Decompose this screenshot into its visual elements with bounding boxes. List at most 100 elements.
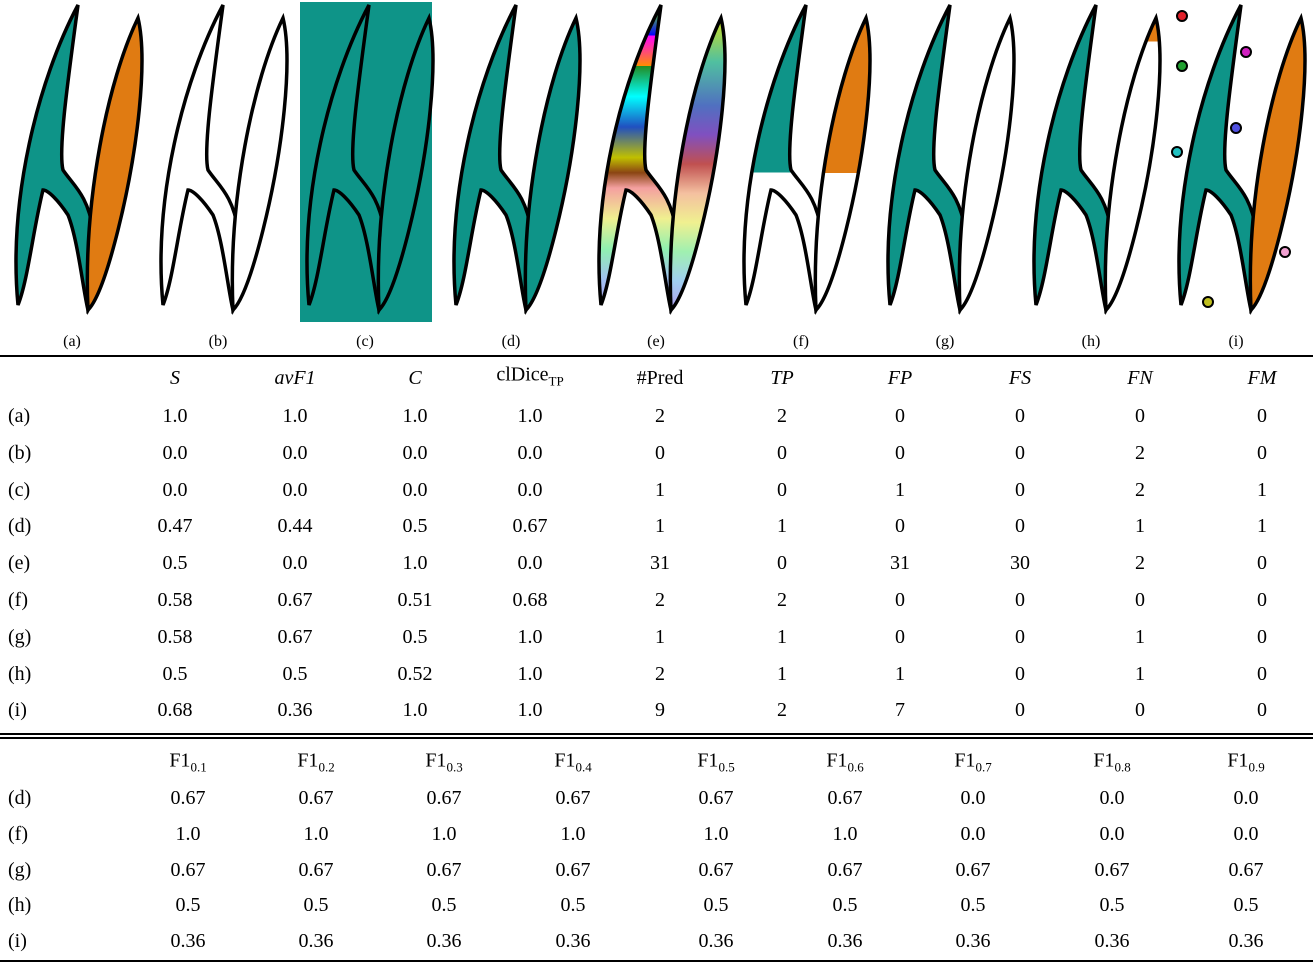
table-cell: 0.58 (157, 625, 193, 648)
row-label: (e) (8, 552, 31, 575)
header-subscript: 0.5 (718, 759, 735, 775)
panel-label: (d) (501, 333, 521, 350)
table-cell: 0.67 (827, 858, 863, 881)
column-header: FP (888, 366, 912, 390)
table-cell: 1 (895, 662, 905, 685)
column-header: F10.5 (697, 749, 734, 780)
table-cell: 0.36 (170, 930, 206, 953)
table-cell: 0 (1135, 405, 1145, 427)
table-cell: 0.5 (402, 515, 428, 538)
row-label: (c) (8, 478, 31, 501)
table-cell: 0.44 (277, 515, 313, 538)
table-cell: 0 (1015, 405, 1025, 427)
table-cell: 1.0 (517, 699, 543, 722)
table-cell: 1.0 (517, 662, 543, 685)
table-cell: 0.67 (426, 787, 462, 809)
table-cell: 1 (1257, 478, 1267, 501)
row-label: (b) (8, 441, 32, 464)
panel-label: (h) (1081, 333, 1101, 350)
table-cell: 0 (1257, 699, 1267, 722)
header-text: F1 (297, 749, 319, 772)
table-cell: 0.67 (955, 858, 991, 881)
header-text: F1 (954, 749, 976, 772)
table-cell: 0 (1257, 662, 1267, 685)
table-cell: 1.0 (303, 822, 329, 845)
rule (0, 733, 1313, 735)
table-cell: 0 (777, 441, 787, 464)
header-text: F1 (1093, 749, 1115, 772)
table-cell: 1 (777, 662, 787, 685)
row-label: (a) (8, 405, 31, 427)
illustrations (14, 2, 1307, 322)
table-cell: 1 (895, 478, 905, 501)
table-cell: 0.67 (512, 515, 548, 538)
row-label: (h) (8, 894, 32, 917)
header-subscript: 0.8 (1114, 759, 1131, 775)
table-cell: 0.0 (1233, 822, 1259, 845)
table-cell: 0 (895, 589, 905, 611)
column-header: FS (1009, 366, 1031, 390)
table-cell: 0 (777, 478, 787, 501)
column-header: F10.9 (1227, 749, 1264, 780)
table-cell: 1 (1257, 515, 1267, 538)
table-cell: 0 (1257, 441, 1267, 464)
header-subscript: TP (548, 373, 564, 389)
table-cell: 0.5 (560, 894, 586, 917)
table-cell: 1.0 (431, 822, 457, 845)
table-cell: 0 (895, 405, 905, 427)
column-header: FM (1248, 366, 1277, 390)
header-text: F1 (169, 749, 191, 772)
table-cell: 0.67 (698, 787, 734, 809)
column-header: F10.7 (954, 749, 991, 780)
header-text: S (170, 367, 180, 389)
table-cell: 1 (655, 625, 665, 648)
table-cell: 31 (650, 552, 670, 575)
table-cell: 0.67 (298, 787, 334, 809)
header-text: F1 (697, 749, 719, 772)
panel-label: (i) (1228, 333, 1244, 350)
table-cell: 0.58 (157, 589, 193, 611)
table-cell: 2 (655, 589, 665, 611)
table-cell: 0 (1135, 699, 1145, 722)
table-cell: 9 (655, 699, 665, 722)
table-cell: 0 (1015, 515, 1025, 538)
table-cell: 0.0 (960, 787, 986, 809)
table-cell: 0.5 (431, 894, 457, 917)
table-cell: 0 (1257, 589, 1267, 611)
table-cell: 0.0 (282, 441, 308, 464)
header-text: FP (887, 367, 913, 389)
table-cell: 0.67 (170, 858, 206, 881)
header-text: #Pred (636, 367, 684, 389)
header-text: F1 (1227, 749, 1249, 772)
panel-label: (a) (63, 333, 81, 350)
table-cell: 1 (1135, 662, 1145, 685)
header-text: FM (1247, 367, 1277, 389)
column-header: FN (1127, 366, 1153, 390)
rule (0, 737, 1313, 739)
table-cell: 0.67 (170, 787, 206, 809)
table-cell: 2 (655, 405, 665, 427)
table-cell: 0.67 (277, 589, 313, 611)
panel-label: (c) (356, 333, 374, 350)
table-cell: 0.36 (698, 930, 734, 953)
table-cell: 0.36 (827, 930, 863, 953)
table-cell: 0.36 (955, 930, 991, 953)
table-cell: 0.67 (555, 787, 591, 809)
table-cell: 0.0 (162, 478, 188, 501)
table-cell: 0.5 (162, 552, 188, 575)
table-cell: 0.47 (157, 515, 193, 538)
table-cell: 0.0 (282, 478, 308, 501)
table-cell: 0.5 (162, 662, 188, 685)
header-subscript: 0.2 (318, 759, 335, 775)
table-cell: 1.0 (402, 699, 428, 722)
row-label: (g) (8, 625, 32, 648)
table-cell: 1.0 (402, 405, 428, 427)
table-cell: 0.52 (397, 662, 433, 685)
table-cell: 0.0 (1099, 787, 1125, 809)
table-cell: 0.5 (402, 625, 428, 648)
column-header: C (408, 366, 421, 390)
table-cell: 0.68 (512, 589, 548, 611)
table-cell: 0.0 (517, 552, 543, 575)
table-cell: 1.0 (402, 552, 428, 575)
table-cell: 1.0 (517, 405, 543, 427)
